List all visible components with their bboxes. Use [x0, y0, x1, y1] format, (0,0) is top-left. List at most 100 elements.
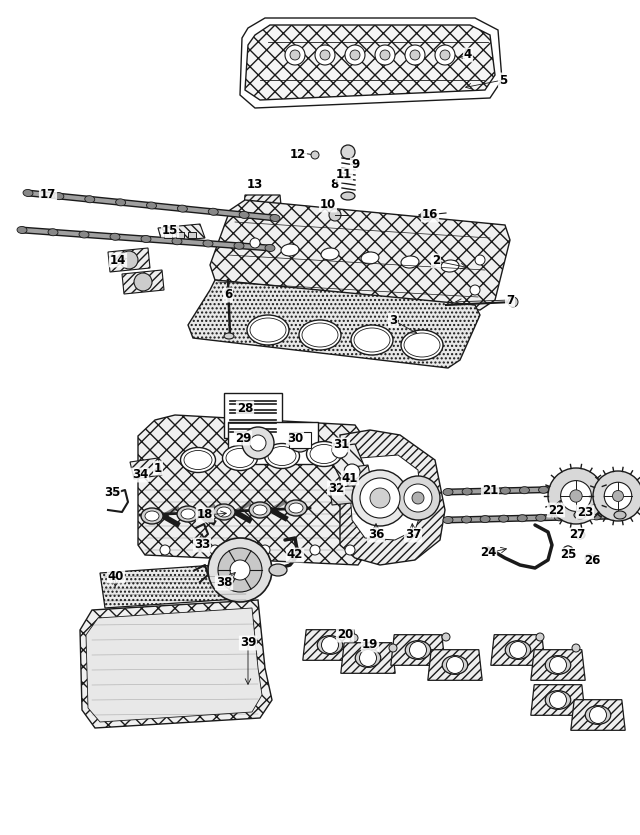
- Circle shape: [250, 435, 266, 451]
- Circle shape: [341, 145, 355, 159]
- Ellipse shape: [289, 503, 303, 513]
- Ellipse shape: [110, 233, 120, 240]
- Polygon shape: [108, 248, 150, 272]
- Ellipse shape: [172, 238, 182, 245]
- Ellipse shape: [291, 438, 309, 452]
- Polygon shape: [531, 685, 585, 716]
- Ellipse shape: [591, 513, 602, 520]
- Polygon shape: [325, 444, 368, 478]
- Ellipse shape: [223, 446, 257, 470]
- Circle shape: [250, 238, 260, 248]
- Text: 19: 19: [362, 639, 378, 651]
- Text: 14: 14: [110, 254, 126, 266]
- Ellipse shape: [351, 325, 393, 355]
- Ellipse shape: [462, 488, 472, 495]
- Polygon shape: [210, 200, 510, 310]
- Ellipse shape: [401, 330, 443, 360]
- Text: 8: 8: [330, 179, 338, 191]
- Polygon shape: [571, 700, 625, 731]
- Circle shape: [160, 545, 170, 555]
- Text: 15: 15: [162, 224, 178, 236]
- Circle shape: [315, 45, 335, 65]
- Text: 27: 27: [569, 529, 585, 542]
- Polygon shape: [531, 650, 585, 681]
- Polygon shape: [158, 224, 205, 242]
- Polygon shape: [243, 195, 282, 218]
- Circle shape: [285, 45, 305, 65]
- Circle shape: [550, 656, 566, 674]
- Ellipse shape: [234, 242, 244, 250]
- Ellipse shape: [253, 505, 267, 515]
- Text: 12: 12: [290, 149, 306, 161]
- Circle shape: [405, 45, 425, 65]
- Ellipse shape: [307, 442, 342, 467]
- Circle shape: [561, 481, 591, 511]
- Circle shape: [345, 45, 365, 65]
- Circle shape: [442, 633, 450, 641]
- Text: 2: 2: [432, 255, 440, 267]
- Ellipse shape: [23, 190, 33, 196]
- Ellipse shape: [585, 554, 595, 562]
- Ellipse shape: [269, 564, 287, 576]
- Bar: [164, 232, 172, 238]
- Text: 31: 31: [333, 438, 349, 452]
- Circle shape: [370, 488, 390, 508]
- Ellipse shape: [177, 506, 199, 522]
- Polygon shape: [122, 270, 164, 294]
- Ellipse shape: [79, 231, 89, 238]
- Ellipse shape: [84, 195, 95, 203]
- Polygon shape: [350, 455, 422, 540]
- Circle shape: [242, 427, 274, 459]
- Text: 3: 3: [389, 313, 397, 326]
- Polygon shape: [303, 630, 357, 660]
- Ellipse shape: [321, 248, 339, 260]
- Polygon shape: [345, 465, 372, 488]
- Ellipse shape: [213, 504, 235, 520]
- Circle shape: [352, 470, 408, 526]
- Ellipse shape: [54, 193, 64, 200]
- Ellipse shape: [401, 256, 419, 268]
- Circle shape: [310, 545, 320, 555]
- Ellipse shape: [520, 487, 529, 493]
- Circle shape: [572, 644, 580, 652]
- Ellipse shape: [443, 488, 453, 495]
- Circle shape: [410, 641, 426, 659]
- Circle shape: [320, 50, 330, 60]
- Ellipse shape: [177, 205, 188, 212]
- Ellipse shape: [203, 240, 213, 247]
- Circle shape: [576, 531, 584, 539]
- Ellipse shape: [480, 515, 490, 523]
- Circle shape: [586, 554, 594, 562]
- Ellipse shape: [270, 215, 280, 221]
- Ellipse shape: [545, 655, 571, 675]
- Text: 35: 35: [104, 485, 120, 498]
- Ellipse shape: [116, 199, 125, 206]
- Ellipse shape: [442, 655, 468, 675]
- Circle shape: [120, 251, 138, 269]
- Bar: [289, 432, 311, 448]
- Circle shape: [593, 471, 640, 521]
- Ellipse shape: [17, 226, 27, 234]
- Circle shape: [548, 468, 604, 524]
- Ellipse shape: [563, 546, 573, 554]
- Circle shape: [350, 634, 358, 642]
- Bar: [176, 232, 184, 238]
- Ellipse shape: [461, 516, 472, 523]
- Ellipse shape: [355, 649, 381, 667]
- Text: 10: 10: [320, 199, 336, 211]
- Circle shape: [589, 706, 607, 723]
- Circle shape: [344, 464, 360, 480]
- Ellipse shape: [224, 333, 234, 339]
- Polygon shape: [428, 650, 482, 681]
- Text: 18: 18: [197, 509, 213, 522]
- Ellipse shape: [545, 691, 571, 710]
- Text: 4: 4: [464, 48, 472, 62]
- Text: 38: 38: [216, 576, 232, 590]
- Ellipse shape: [208, 208, 218, 215]
- Text: 25: 25: [560, 549, 576, 561]
- Circle shape: [604, 483, 632, 509]
- Polygon shape: [138, 415, 365, 565]
- Ellipse shape: [614, 511, 626, 519]
- Circle shape: [311, 151, 319, 159]
- Text: 5: 5: [499, 73, 507, 87]
